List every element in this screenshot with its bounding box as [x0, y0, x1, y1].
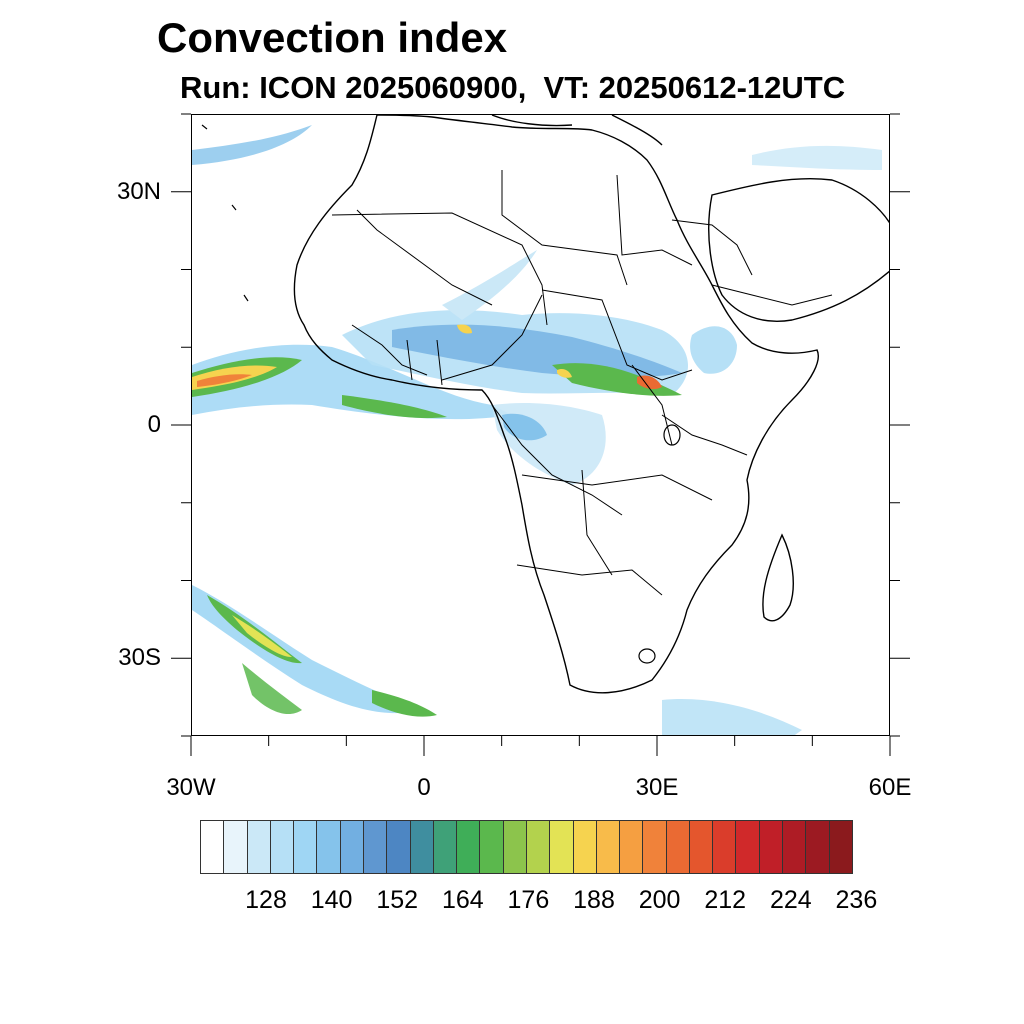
colorbar-swatch — [642, 820, 667, 874]
colorbar-swatch — [386, 820, 411, 874]
colorbar-swatch — [246, 820, 271, 874]
colorbar-swatch — [665, 820, 690, 874]
colorbar-swatch — [293, 820, 318, 874]
colorbar-swatch — [502, 820, 527, 874]
colorbar-swatch — [432, 820, 458, 874]
x-tick-label: 60E — [868, 774, 912, 801]
colorbar-swatch — [200, 820, 225, 874]
convection-field — [192, 125, 882, 735]
plot-title: Convection index — [157, 14, 508, 61]
colorbar-label: 164 — [441, 886, 484, 914]
colorbar-swatch — [409, 820, 434, 874]
plot-subtitle: Run: ICON 2025060900, VT: 20250612-12UTC — [180, 70, 846, 105]
colorbar-label: 128 — [245, 886, 287, 914]
x-tick-label: 30E — [635, 774, 679, 801]
map-axes — [171, 113, 910, 756]
x-tick-label: 30W — [166, 774, 216, 801]
colorbar-label: 188 — [573, 886, 615, 914]
colorbar-swatch — [758, 820, 784, 874]
colorbar-swatch — [549, 820, 574, 874]
colorbar-label: 200 — [638, 886, 681, 914]
colorbar-swatch — [805, 820, 830, 874]
colorbar-swatch — [362, 820, 388, 874]
colorbar-swatch — [223, 820, 248, 874]
colorbar-label: 224 — [769, 886, 812, 914]
islands-lakes — [201, 124, 681, 664]
colorbar-swatch — [782, 820, 807, 874]
x-tick-label: 0 — [417, 774, 431, 801]
y-tick-label: 30N — [116, 177, 161, 205]
colorbar-swatch — [712, 820, 737, 874]
colorbar-label: 236 — [835, 886, 878, 914]
y-tick-label: 30S — [118, 644, 161, 672]
colorbar-swatch — [828, 820, 853, 874]
country-borders — [331, 170, 833, 596]
colorbar-swatch — [619, 820, 644, 874]
colorbar-swatch — [456, 820, 481, 874]
y-tick-label: 0 — [147, 411, 161, 438]
colorbar-swatch — [479, 820, 504, 874]
colorbar-swatch — [316, 820, 341, 874]
colorbar-swatch — [735, 820, 760, 874]
colorbar-swatch — [572, 820, 597, 874]
colorbar-swatch — [688, 820, 714, 874]
colorbar-swatch — [339, 820, 364, 874]
colorbar-label: 140 — [310, 886, 353, 914]
colorbar-swatch — [595, 820, 621, 874]
colorbar-label: 212 — [704, 886, 747, 914]
colorbar-swatch — [525, 820, 551, 874]
colorbar-swatch — [269, 820, 295, 874]
convection-field-map — [192, 115, 889, 735]
colorbar-label: 176 — [507, 886, 550, 914]
colorbar — [200, 820, 853, 874]
map-panel — [191, 114, 890, 736]
colorbar-label: 152 — [376, 886, 419, 914]
